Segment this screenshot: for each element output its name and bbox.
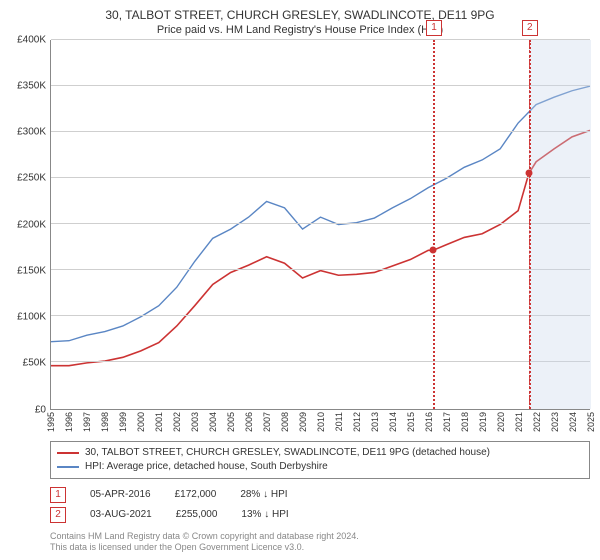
- gridline: [51, 177, 590, 178]
- x-tick-label: 2023: [550, 412, 560, 432]
- x-tick-label: 2000: [136, 412, 146, 432]
- y-tick-label: £300K: [17, 127, 46, 138]
- x-tick-label: 1996: [64, 412, 74, 432]
- series-line-price_paid: [51, 130, 590, 365]
- footer-line: This data is licensed under the Open Gov…: [50, 542, 590, 554]
- gridline: [51, 315, 590, 316]
- x-tick-label: 2001: [154, 412, 164, 432]
- y-tick-label: £100K: [17, 312, 46, 323]
- page: 30, TALBOT STREET, CHURCH GRESLEY, SWADL…: [0, 0, 600, 560]
- x-tick-label: 2011: [334, 412, 344, 431]
- x-tick-label: 2003: [190, 412, 200, 432]
- y-tick-label: £350K: [17, 80, 46, 91]
- y-tick-label: £400K: [17, 34, 46, 45]
- x-tick-label: 2020: [496, 412, 506, 432]
- x-tick-label: 2021: [514, 412, 524, 432]
- y-tick-label: £250K: [17, 173, 46, 184]
- x-tick-label: 2019: [478, 412, 488, 432]
- x-tick-label: 2024: [568, 412, 578, 432]
- transaction-marker-icon: 2: [50, 507, 66, 523]
- legend-entry: HPI: Average price, detached house, Sout…: [57, 460, 583, 474]
- gridline: [51, 131, 590, 132]
- legend: 30, TALBOT STREET, CHURCH GRESLEY, SWADL…: [50, 441, 590, 479]
- chart-area: £0£50K£100K£150K£200K£250K£300K£350K£400…: [10, 40, 590, 410]
- gridline: [51, 269, 590, 270]
- legend-swatch: [57, 466, 79, 468]
- x-tick-label: 2017: [442, 412, 452, 432]
- x-tick-label: 2016: [424, 412, 434, 432]
- transaction-delta: 28% ↓ HPI: [240, 489, 287, 500]
- gridline: [51, 223, 590, 224]
- gridline: [51, 361, 590, 362]
- x-tick-label: 1998: [100, 412, 110, 432]
- transaction-price: £172,000: [175, 489, 217, 500]
- x-tick-label: 2025: [586, 412, 596, 432]
- transaction-delta: 13% ↓ HPI: [241, 509, 288, 520]
- legend-swatch: [57, 452, 79, 454]
- x-tick-label: 2008: [280, 412, 290, 432]
- plot-region: 12: [50, 40, 590, 410]
- x-tick-label: 2022: [532, 412, 542, 432]
- y-tick-label: £200K: [17, 219, 46, 230]
- transaction-dot: [525, 170, 532, 177]
- x-tick-label: 2002: [172, 412, 182, 432]
- y-axis: £0£50K£100K£150K£200K£250K£300K£350K£400…: [10, 40, 50, 410]
- legend-label: HPI: Average price, detached house, Sout…: [85, 460, 328, 474]
- x-tick-label: 1995: [46, 412, 56, 432]
- x-tick-label: 2005: [226, 412, 236, 432]
- x-tick-label: 2006: [244, 412, 254, 432]
- vertical-marker-line: [433, 40, 435, 409]
- vertical-marker-label: 1: [426, 20, 442, 36]
- legend-label: 30, TALBOT STREET, CHURCH GRESLEY, SWADL…: [85, 446, 490, 460]
- transaction-marker-icon: 1: [50, 487, 66, 503]
- transaction-row: 1 05-APR-2016 £172,000 28% ↓ HPI: [50, 485, 590, 505]
- vertical-marker-line: [529, 40, 531, 409]
- gridline: [51, 85, 590, 86]
- x-tick-label: 2018: [460, 412, 470, 432]
- x-tick-label: 2009: [298, 412, 308, 432]
- x-tick-label: 1999: [118, 412, 128, 432]
- series-line-hpi: [51, 86, 590, 342]
- y-tick-label: £150K: [17, 265, 46, 276]
- transactions-table: 1 05-APR-2016 £172,000 28% ↓ HPI 2 03-AU…: [50, 485, 590, 525]
- transaction-row: 2 03-AUG-2021 £255,000 13% ↓ HPI: [50, 505, 590, 525]
- transaction-dot: [429, 246, 436, 253]
- gridline: [51, 39, 590, 40]
- x-tick-label: 2015: [406, 412, 416, 432]
- x-tick-label: 2014: [388, 412, 398, 432]
- x-tick-label: 1997: [82, 412, 92, 432]
- x-tick-label: 2004: [208, 412, 218, 432]
- x-tick-label: 2012: [352, 412, 362, 432]
- transaction-price: £255,000: [176, 509, 218, 520]
- footer-attribution: Contains HM Land Registry data © Crown c…: [50, 531, 590, 554]
- chart-title: 30, TALBOT STREET, CHURCH GRESLEY, SWADL…: [10, 8, 590, 24]
- transaction-date: 03-AUG-2021: [90, 509, 152, 520]
- line-series-svg: [51, 40, 590, 409]
- x-tick-label: 2013: [370, 412, 380, 432]
- y-tick-label: £50K: [23, 358, 46, 369]
- footer-line: Contains HM Land Registry data © Crown c…: [50, 531, 590, 543]
- y-tick-label: £0: [35, 404, 46, 415]
- x-tick-label: 2007: [262, 412, 272, 432]
- legend-entry: 30, TALBOT STREET, CHURCH GRESLEY, SWADL…: [57, 446, 583, 460]
- transaction-date: 05-APR-2016: [90, 489, 151, 500]
- chart-subtitle: Price paid vs. HM Land Registry's House …: [10, 24, 590, 36]
- x-tick-label: 2010: [316, 412, 326, 432]
- x-axis: 1995199619971998199920002001200220032004…: [50, 410, 590, 437]
- vertical-marker-label: 2: [522, 20, 538, 36]
